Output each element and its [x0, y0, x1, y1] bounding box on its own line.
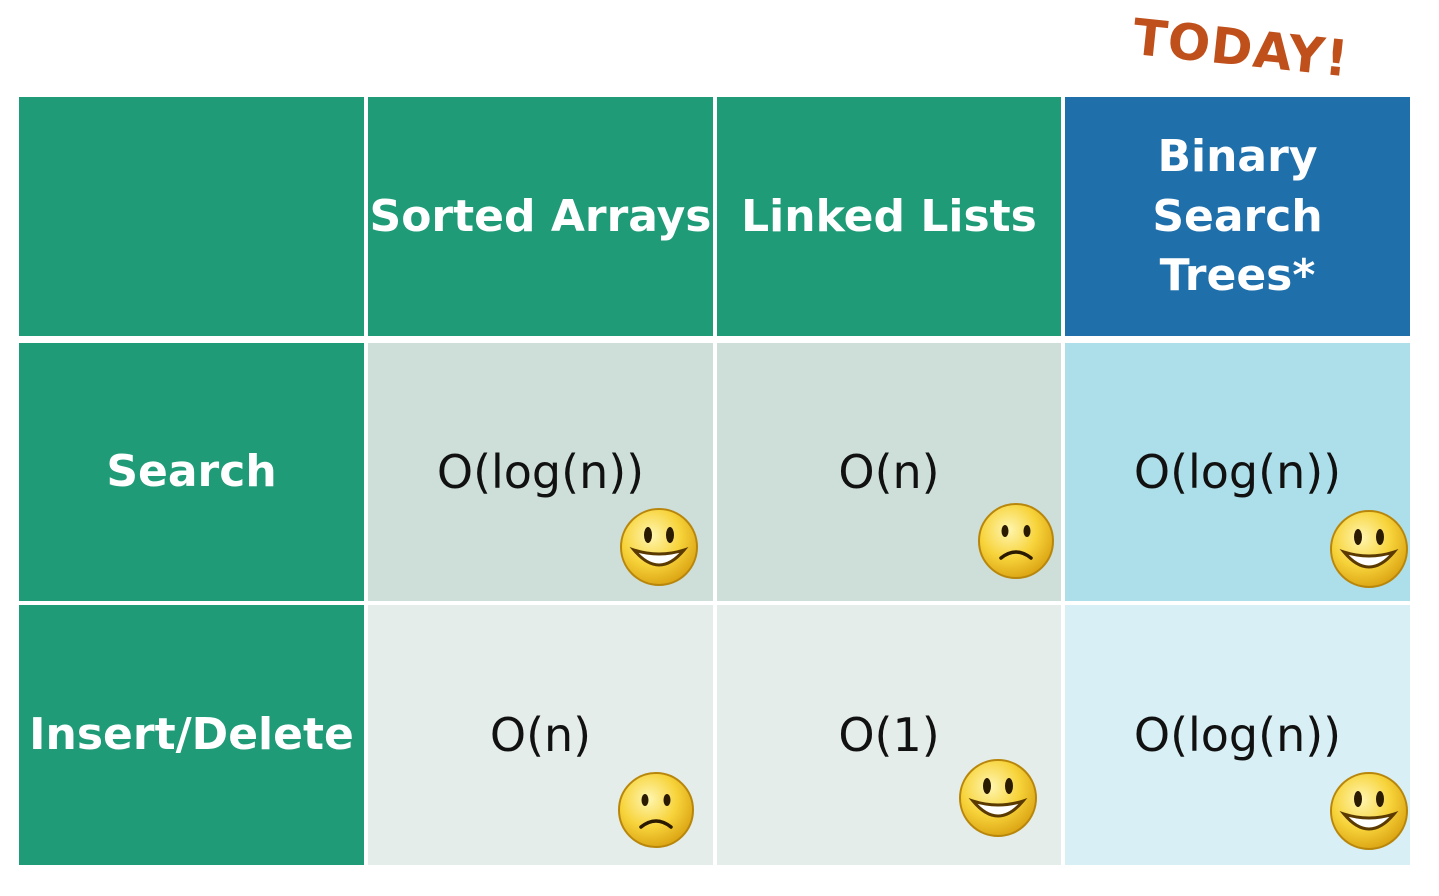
row-header-insert-delete: Insert/Delete: [19, 605, 364, 865]
smiley-face-icon: [959, 759, 1037, 837]
corner-cell: [19, 97, 364, 336]
column-header-linked-lists: Linked Lists: [717, 97, 1061, 336]
frown-face-icon: [618, 772, 694, 848]
smiley-face-icon: [1330, 510, 1408, 588]
row-header-search: Search: [19, 343, 364, 601]
complexity-value: O(n): [838, 445, 940, 499]
smiley-face-icon: [1330, 772, 1408, 850]
column-header-sorted-arrays: Sorted Arrays: [368, 97, 713, 336]
complexity-value: O(log(n)): [1133, 445, 1342, 499]
column-header-binary-search-trees: Binary Search Trees*: [1065, 97, 1410, 336]
complexity-value: O(log(n)): [436, 445, 645, 499]
frown-face-icon: [978, 503, 1054, 579]
complexity-value: O(1): [838, 708, 940, 762]
insert-linked-lists-cell: O(1): [717, 605, 1061, 865]
complexity-value: O(n): [489, 708, 592, 762]
smiley-face-icon: [620, 508, 698, 586]
today-annotation: TODAY!: [1129, 8, 1352, 89]
complexity-value: O(log(n)): [1133, 708, 1342, 762]
